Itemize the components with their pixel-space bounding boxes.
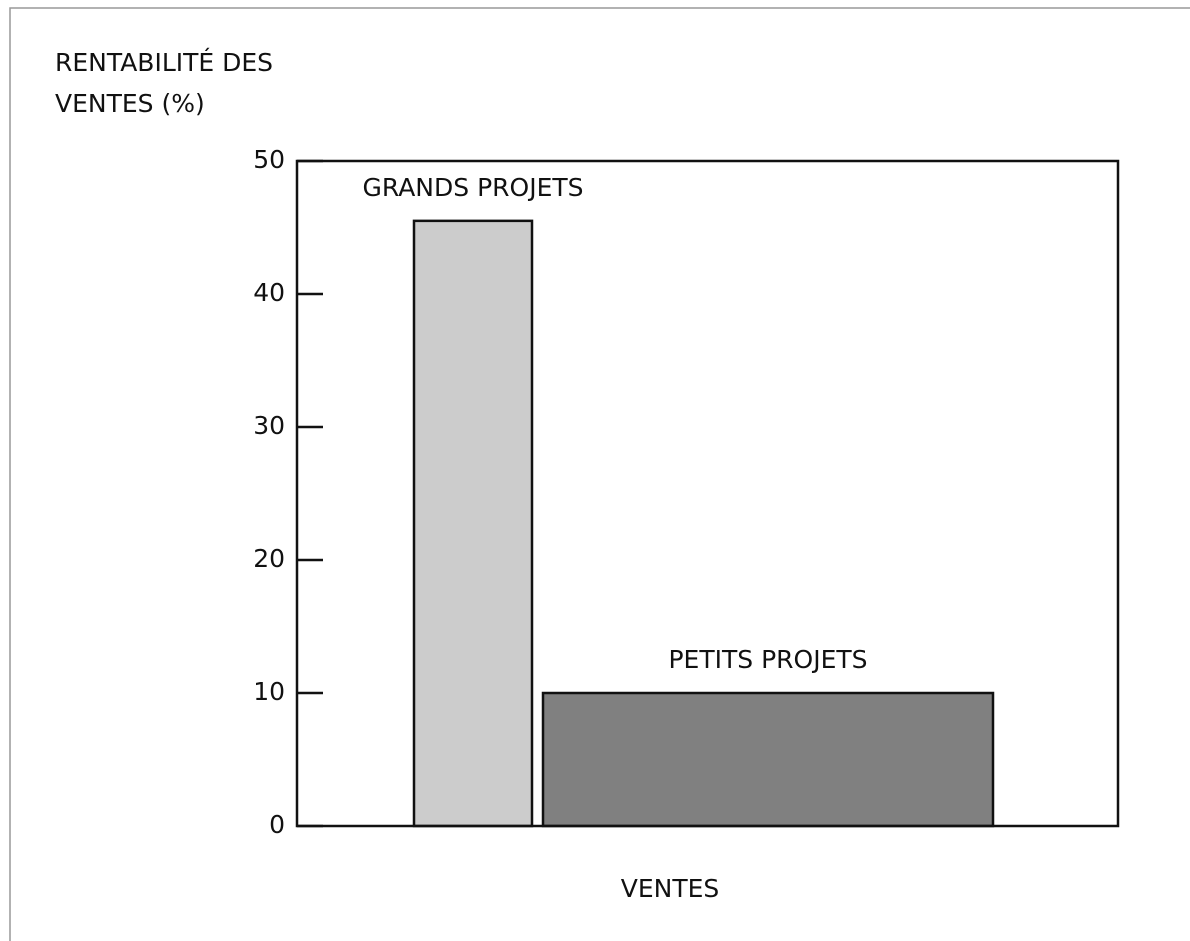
y-axis-label: RENTABILITÉ DES VENTES (%) (55, 48, 274, 118)
y-tick-label: 30 (253, 411, 285, 440)
bar (541, 691, 995, 828)
bar-label: GRANDS PROJETS (362, 173, 583, 202)
frame (9, 7, 1190, 941)
y-tick-label: 0 (269, 810, 285, 839)
y-tick-label: 50 (253, 145, 285, 174)
x-axis-label: VENTES (621, 874, 720, 903)
bar (412, 219, 534, 828)
y-tick-label: 10 (253, 677, 285, 706)
y-tick-label: 40 (253, 278, 285, 307)
y-tick-label: 20 (253, 544, 285, 573)
bar-label: PETITS PROJETS (668, 645, 867, 674)
plot-frame (295, 159, 1120, 828)
